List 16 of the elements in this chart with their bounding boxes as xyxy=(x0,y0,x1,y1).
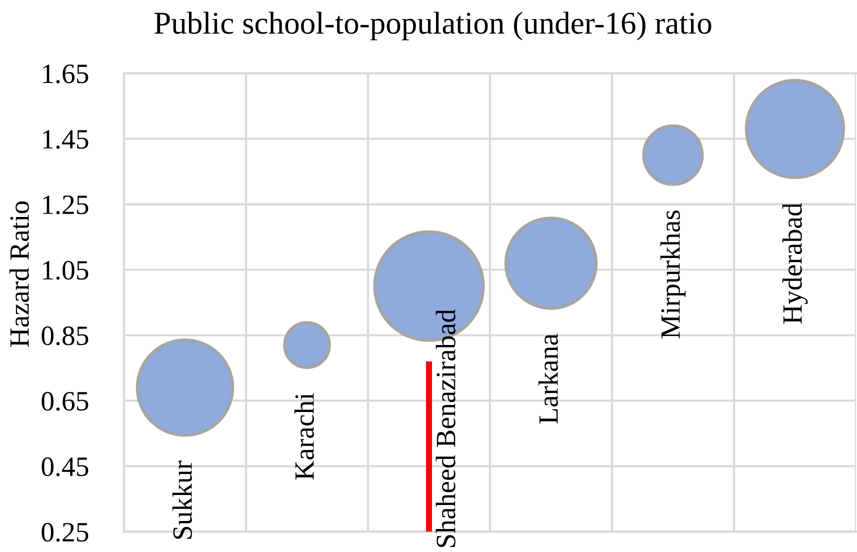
x-tick-label: Karachi xyxy=(294,393,314,480)
x-tick-label: Hyderabad xyxy=(782,202,808,324)
y-tick-label: 0.25 xyxy=(42,522,88,542)
y-tick-label: 0.65 xyxy=(42,392,88,411)
y-tick-label: 0.45 xyxy=(42,457,88,476)
x-tick-label: Sukkur xyxy=(172,460,192,539)
x-tick-label: Mirpurkhas xyxy=(660,210,686,338)
x-tick-label: Larkana xyxy=(538,334,558,424)
x-tick-label: Shaheed Benazirabad xyxy=(436,309,456,548)
y-axis-title: Hazard Ratio xyxy=(9,201,29,347)
chart-title: Public school-to-population (under-16) ratio xyxy=(154,12,712,40)
y-tick-label: 1.45 xyxy=(43,130,88,149)
y-tick-label: 0.85 xyxy=(42,326,88,346)
y-tick-label: 1.25 xyxy=(43,196,88,214)
y-tick-label: 1.05 xyxy=(43,260,88,280)
y-tick-label: 1.65 xyxy=(43,64,88,84)
